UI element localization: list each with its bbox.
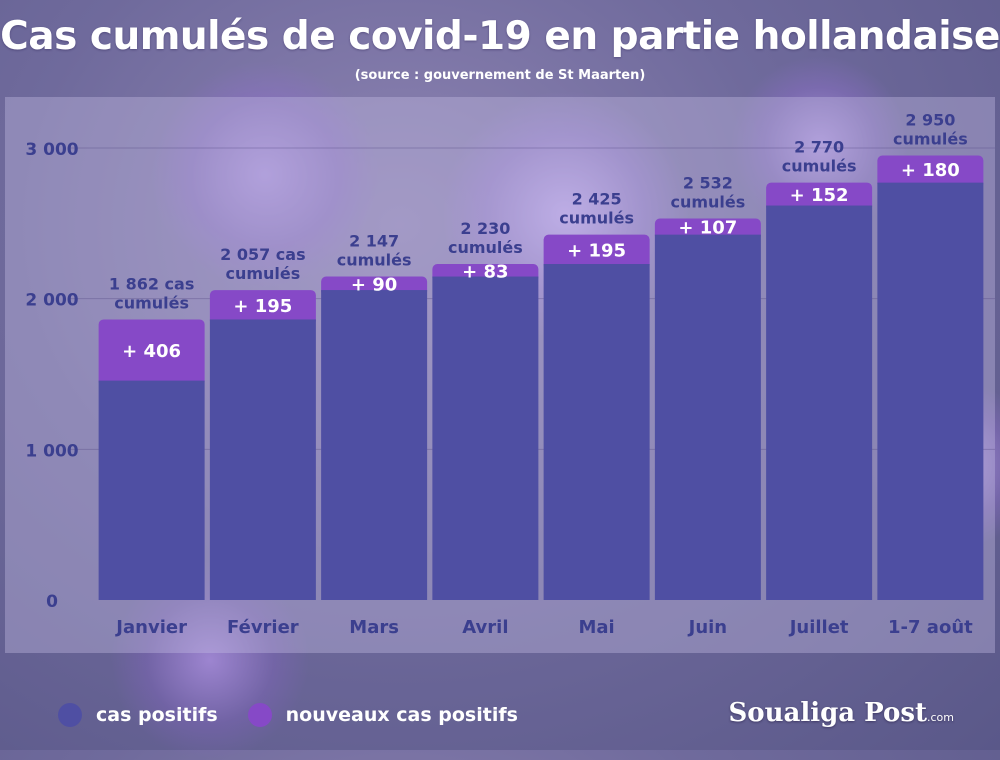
total-label-line2: cumulés bbox=[337, 251, 412, 270]
chart-title: Cas cumulés de covid-19 en partie hollan… bbox=[0, 14, 1000, 59]
legend-item-new: nouveaux cas positifs bbox=[247, 703, 518, 727]
legend-swatch-base bbox=[58, 703, 82, 727]
bar-base-cases bbox=[766, 205, 873, 600]
brand-name: Soualiga Post bbox=[728, 698, 927, 728]
total-label-line2: cumulés bbox=[448, 238, 523, 257]
brand-logo: Soualiga Post.com bbox=[728, 698, 954, 728]
bar-new-cases bbox=[877, 155, 984, 189]
legend-item-base: cas positifs bbox=[58, 703, 218, 727]
delta-label: + 406 bbox=[122, 341, 181, 362]
bar-new-cases bbox=[766, 182, 873, 212]
bar-base-cases bbox=[321, 290, 428, 600]
bar-new-cases bbox=[98, 319, 205, 387]
delta-label: + 83 bbox=[462, 261, 508, 282]
bar-base-cases bbox=[432, 276, 539, 600]
x-tick-label: Juillet bbox=[788, 617, 849, 638]
total-label-line2: cumulés bbox=[559, 209, 634, 228]
delta-label: + 195 bbox=[233, 296, 292, 317]
brand-suffix: .com bbox=[927, 711, 954, 724]
total-label-line2: cumulés bbox=[225, 264, 300, 283]
bar-new-cases bbox=[209, 290, 316, 326]
x-tick-label: Mai bbox=[579, 617, 615, 638]
legend-label-new: nouveaux cas positifs bbox=[285, 704, 518, 726]
total-label-line1: 2 770 bbox=[794, 138, 844, 157]
total-label-line2: cumulés bbox=[114, 293, 189, 312]
total-label-line1: 2 230 bbox=[460, 219, 510, 238]
total-label-line1: 2 950 bbox=[905, 111, 955, 130]
x-tick-label: Avril bbox=[462, 617, 508, 638]
bar-base-cases bbox=[654, 234, 761, 600]
total-label-line1: 1 862 cas bbox=[109, 274, 194, 293]
total-label-line2: cumulés bbox=[893, 130, 968, 149]
x-tick-label: Juin bbox=[687, 617, 728, 638]
y-tick-label: 2 000 bbox=[25, 291, 78, 311]
delta-label: + 195 bbox=[567, 240, 626, 261]
bar-base-cases bbox=[209, 319, 316, 600]
delta-label: + 152 bbox=[790, 185, 849, 206]
legend: cas positifs nouveaux cas positifs bbox=[58, 703, 548, 727]
bar-base-cases bbox=[98, 380, 205, 600]
chart-subtitle: (source : gouvernement de St Maarten) bbox=[354, 68, 646, 83]
delta-label: + 180 bbox=[901, 160, 960, 181]
x-tick-label: 1-7 août bbox=[888, 617, 973, 638]
y-tick-label: 1 000 bbox=[25, 441, 78, 461]
delta-label: + 107 bbox=[678, 218, 737, 239]
total-label-line1: 2 057 cas bbox=[220, 245, 305, 264]
x-tick-label: Mars bbox=[349, 617, 399, 638]
delta-label: + 90 bbox=[351, 274, 397, 295]
x-tick-label: Février bbox=[227, 617, 299, 638]
total-label-line1: 2 425 bbox=[572, 190, 622, 209]
total-label-line2: cumulés bbox=[670, 193, 745, 212]
bar-base-cases bbox=[877, 182, 984, 601]
legend-label-base: cas positifs bbox=[96, 704, 218, 726]
bar-base-cases bbox=[543, 264, 650, 600]
legend-swatch-new bbox=[247, 703, 272, 727]
y-tick-label: 3 000 bbox=[25, 140, 78, 160]
bar-new-cases bbox=[543, 234, 650, 271]
y-tick-label: 0 bbox=[46, 592, 58, 612]
x-tick-label: Janvier bbox=[114, 617, 187, 638]
total-label-line2: cumulés bbox=[782, 157, 857, 176]
total-label-line1: 2 147 bbox=[349, 232, 399, 251]
total-label-line1: 2 532 bbox=[683, 174, 733, 193]
